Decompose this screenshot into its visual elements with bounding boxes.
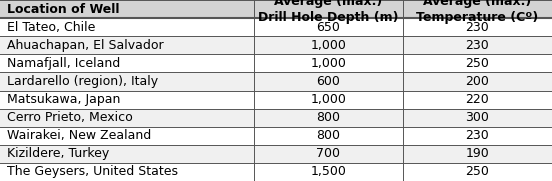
Text: 800: 800	[316, 111, 341, 124]
Text: 250: 250	[465, 57, 490, 70]
Text: Kizildere, Turkey: Kizildere, Turkey	[7, 147, 109, 160]
Text: 220: 220	[465, 93, 490, 106]
Text: Wairakei, New Zealand: Wairakei, New Zealand	[7, 129, 151, 142]
Text: 250: 250	[465, 165, 490, 178]
Text: 800: 800	[316, 129, 341, 142]
Bar	[0, 163, 552, 181]
Text: 190: 190	[465, 147, 490, 160]
Text: Average (max.)
Drill Hole Depth (m): Average (max.) Drill Hole Depth (m)	[258, 0, 399, 24]
Text: 1,000: 1,000	[311, 39, 346, 52]
Text: Namafjall, Iceland: Namafjall, Iceland	[7, 57, 120, 70]
Bar	[0, 127, 552, 145]
Text: 230: 230	[465, 21, 490, 34]
Bar	[0, 90, 552, 109]
Text: El Tateo, Chile: El Tateo, Chile	[7, 21, 95, 34]
Text: The Geysers, United States: The Geysers, United States	[7, 165, 178, 178]
Bar	[0, 72, 552, 90]
Bar	[0, 18, 552, 36]
Text: Cerro Prieto, Mexico: Cerro Prieto, Mexico	[7, 111, 132, 124]
Text: Matsukawa, Japan: Matsukawa, Japan	[7, 93, 120, 106]
Text: Lardarello (region), Italy: Lardarello (region), Italy	[7, 75, 158, 88]
Text: 1,000: 1,000	[311, 93, 346, 106]
Text: Average (max.)
Temperature (Cº): Average (max.) Temperature (Cº)	[416, 0, 539, 24]
Text: 1,000: 1,000	[311, 57, 346, 70]
Bar	[0, 145, 552, 163]
Text: Location of Well: Location of Well	[7, 3, 119, 16]
Text: 300: 300	[465, 111, 490, 124]
Bar	[0, 0, 552, 18]
Text: 230: 230	[465, 129, 490, 142]
Text: 650: 650	[316, 21, 341, 34]
Text: 600: 600	[316, 75, 341, 88]
Bar	[0, 36, 552, 54]
Bar	[0, 109, 552, 127]
Bar	[0, 54, 552, 72]
Text: 700: 700	[316, 147, 341, 160]
Text: 230: 230	[465, 39, 490, 52]
Text: 200: 200	[465, 75, 490, 88]
Text: 1,500: 1,500	[311, 165, 346, 178]
Text: Ahuachapan, El Salvador: Ahuachapan, El Salvador	[7, 39, 163, 52]
